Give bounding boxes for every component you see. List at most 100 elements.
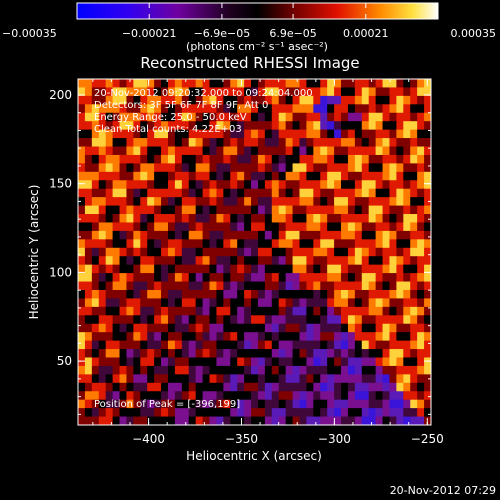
heatmap-cell: [181, 289, 190, 300]
heatmap-cell: [188, 306, 197, 316]
heatmap-cell: [264, 146, 273, 156]
heatmap-cell: [347, 332, 356, 342]
heatmap-cell: [368, 188, 377, 198]
heatmap-cell: [140, 374, 148, 384]
heatmap-cell: [347, 171, 356, 181]
heatmap-cell: [292, 188, 301, 198]
heatmap-cell: [341, 408, 349, 418]
heatmap-cell: [354, 79, 363, 89]
heatmap-cell: [251, 222, 259, 232]
heatmap-cell: [84, 281, 93, 291]
heatmap-cell: [195, 239, 204, 249]
heatmap-cell: [341, 273, 349, 283]
heatmap-cell: [292, 357, 301, 367]
heatmap-cell: [396, 239, 404, 249]
heatmap-cell: [78, 315, 86, 325]
heatmap-cell: [112, 112, 121, 122]
heatmap-cell: [278, 332, 287, 342]
heatmap-cell: [181, 365, 190, 375]
heatmap-cell: [417, 264, 425, 274]
heatmap-cell: [98, 416, 107, 425]
heatmap-cell: [264, 205, 273, 215]
heatmap-cell: [361, 357, 370, 367]
heatmap-cell: [396, 146, 404, 156]
heatmap-cell: [327, 95, 335, 105]
heatmap-cell: [98, 264, 107, 274]
heatmap-cell: [181, 374, 190, 384]
heatmap-cell: [154, 391, 162, 401]
heatmap-cell: [154, 306, 162, 316]
heatmap-cell: [354, 357, 363, 367]
heatmap-cell: [98, 408, 107, 418]
heatmap-cell: [313, 323, 321, 333]
heatmap-cell: [327, 315, 335, 325]
heatmap-cell: [147, 247, 155, 257]
heatmap-cell: [375, 382, 384, 392]
y-tick-label: 50: [57, 354, 72, 368]
heatmap-cell: [257, 222, 266, 232]
heatmap-cell: [147, 121, 155, 131]
heatmap-cell: [424, 357, 431, 367]
heatmap-cell: [389, 222, 397, 232]
heatmap-cell: [133, 230, 141, 240]
heatmap-cell: [403, 146, 411, 156]
heatmap-cell: [154, 247, 162, 257]
heatmap-cell: [382, 222, 391, 232]
heatmap-cell: [292, 306, 301, 316]
heatmap-cell: [292, 382, 301, 392]
heatmap-cell: [389, 332, 397, 342]
heatmap-cell: [341, 298, 349, 308]
heatmap-cell: [195, 315, 204, 325]
heatmap-cell: [278, 357, 287, 367]
x-tick-label: −350: [225, 432, 258, 446]
heatmap-cell: [292, 247, 301, 257]
heatmap-cell: [105, 349, 114, 359]
heatmap-cell: [285, 230, 294, 240]
heatmap-cell: [327, 408, 335, 418]
heatmap-cell: [334, 230, 342, 240]
heatmap-cell: [417, 205, 425, 215]
heatmap-cell: [140, 391, 148, 401]
heatmap-cell: [78, 408, 86, 418]
heatmap-cell: [237, 365, 245, 375]
heatmap-cell: [105, 391, 114, 401]
heatmap-cell: [195, 79, 204, 89]
heatmap-cell: [327, 349, 335, 359]
heatmap-cell: [285, 391, 294, 401]
heatmap-cell: [327, 247, 335, 257]
heatmap-cell: [98, 171, 107, 181]
heatmap-cell: [313, 247, 321, 257]
heatmap-cell: [91, 332, 100, 342]
heatmap-cell: [230, 112, 238, 122]
heatmap-cell: [264, 112, 273, 122]
heatmap-cell: [105, 121, 114, 131]
heatmap-cell: [271, 239, 280, 249]
heatmap-cell: [140, 332, 148, 342]
heatmap-cell: [140, 188, 148, 198]
heatmap-cell: [202, 408, 211, 418]
heatmap-cell: [91, 180, 100, 190]
heatmap-cell: [368, 323, 377, 333]
heatmap-cell: [403, 416, 411, 425]
heatmap-cell: [181, 306, 190, 316]
heatmap-cell: [174, 408, 183, 418]
heatmap-cell: [244, 87, 252, 97]
colorbar-tick-label: −0.00021: [122, 27, 177, 40]
heatmap-cell: [368, 315, 377, 325]
heatmap-cell: [382, 408, 391, 418]
heatmap-cell: [320, 273, 328, 283]
heatmap-cell: [320, 382, 328, 392]
heatmap-cell: [396, 382, 404, 392]
heatmap-cell: [237, 349, 245, 359]
heatmap-cell: [368, 180, 377, 190]
heatmap-cell: [361, 154, 370, 164]
heatmap-cell: [174, 205, 183, 215]
heatmap-cell: [202, 298, 211, 308]
heatmap-cell: [195, 222, 204, 232]
heatmap-cell: [354, 129, 363, 139]
heatmap-cell: [361, 374, 370, 384]
heatmap-cell: [306, 357, 314, 367]
plot-frame: [77, 78, 432, 426]
heatmap-cell: [195, 289, 204, 300]
